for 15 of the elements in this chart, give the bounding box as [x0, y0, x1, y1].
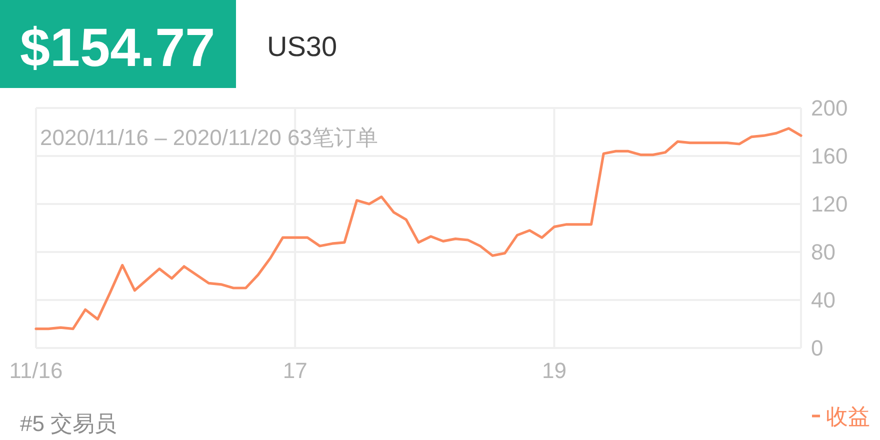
- legend-label: 收益: [826, 404, 870, 429]
- x-tick-label: 19: [542, 358, 566, 383]
- y-tick-label: 40: [811, 288, 836, 313]
- y-tick-label: 120: [811, 192, 848, 217]
- x-tick-label: 17: [282, 358, 308, 383]
- chart-subtitle: US30: [267, 31, 338, 62]
- chart-title: $154.77: [20, 18, 216, 78]
- y-tick-label: 80: [811, 240, 836, 265]
- annotation: 2020/11/16 – 2020/11/20 63笔订单: [40, 125, 378, 150]
- y-tick-label: 160: [811, 144, 848, 169]
- y-tick-label: 200: [811, 96, 848, 121]
- y-tick-label: 0: [811, 336, 824, 361]
- text: #5 交易员: [20, 411, 117, 436]
- x-tick-label: 11/16: [9, 358, 63, 383]
- line-series: [34, 127, 802, 330]
